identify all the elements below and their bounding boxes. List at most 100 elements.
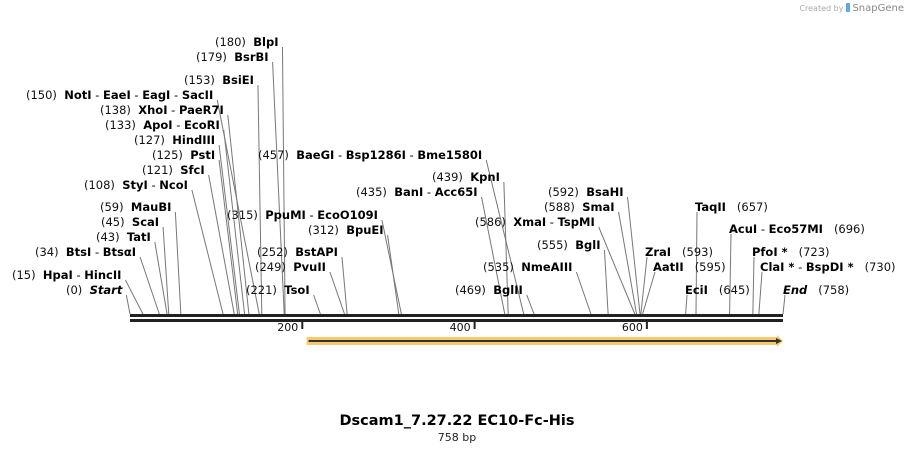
enzyme-name[interactable]: EcoRI — [184, 118, 220, 132]
enzyme-label[interactable]: (121) SfcI — [142, 163, 205, 177]
enzyme-name[interactable]: NmeAIII — [521, 260, 573, 274]
enzyme-name[interactable]: HindIII — [172, 133, 216, 147]
enzyme-name[interactable]: PvuII — [293, 260, 326, 274]
enzyme-name[interactable]: BsaHI — [586, 185, 624, 199]
enzyme-label[interactable]: (125) PstI — [152, 148, 215, 162]
enzyme-name[interactable]: BtsαI — [102, 245, 137, 259]
enzyme-label[interactable]: End (758) — [783, 283, 849, 297]
enzyme-name[interactable]: SacII — [181, 88, 214, 102]
enzyme-name[interactable]: BstAPI — [295, 245, 338, 259]
enzyme-names: BsaHI — [586, 185, 623, 199]
enzyme-name[interactable]: Start — [89, 283, 123, 297]
enzyme-name[interactable]: Bme1580I — [417, 148, 483, 162]
enzyme-label[interactable]: (133) ApoI - EcoRI — [105, 118, 220, 132]
enzyme-name[interactable]: PaeR7I — [178, 103, 224, 117]
enzyme-name[interactable]: EcoO109I — [317, 208, 378, 222]
enzyme-label[interactable]: (43) TatI — [96, 230, 151, 244]
connector-line — [387, 234, 400, 315]
enzyme-label[interactable]: (138) XhoI - PaeR7I — [100, 103, 224, 117]
enzyme-name[interactable]: EciI — [685, 283, 708, 297]
enzyme-name[interactable]: BanI — [394, 185, 424, 199]
enzyme-name[interactable]: NcoI — [159, 178, 188, 192]
enzyme-name[interactable]: NotI — [64, 88, 92, 102]
enzyme-name[interactable]: BaeGI — [296, 148, 335, 162]
enzyme-label[interactable]: EciI (645) — [685, 283, 750, 297]
enzyme-name[interactable]: ClaI * — [760, 260, 795, 274]
enzyme-name[interactable]: TatI — [126, 230, 151, 244]
enzyme-label[interactable]: (586) XmaI - TspMI — [475, 215, 595, 229]
enzyme-label[interactable]: (469) BglII — [455, 283, 523, 297]
enzyme-name[interactable]: EaeI — [103, 88, 131, 102]
enzyme-name[interactable]: PpuMI — [265, 208, 306, 222]
enzyme-label[interactable]: (249) PvuII — [255, 260, 326, 274]
enzyme-name[interactable]: ZraI — [645, 245, 672, 259]
enzyme-name[interactable]: TaqII — [695, 200, 726, 214]
enzyme-name[interactable]: BpuEI — [346, 223, 384, 237]
enzyme-label[interactable]: (592) BsaHI — [548, 185, 624, 199]
enzyme-names: BtsI - BtsαI — [66, 245, 136, 259]
enzyme-label[interactable]: (150) NotI - EaeI - EagI - SacII — [26, 88, 213, 102]
enzyme-name[interactable]: BglI — [575, 238, 601, 252]
enzyme-name[interactable]: Bsp1286I — [345, 148, 406, 162]
enzyme-label[interactable]: ClaI * - BspDI * (730) — [760, 260, 896, 274]
enzyme-label[interactable]: TaqII (657) — [695, 200, 768, 214]
enzyme-name[interactable]: MauBI — [130, 200, 172, 214]
enzyme-label[interactable]: (535) NmeAIII — [483, 260, 572, 274]
enzyme-name[interactable]: BsiEI — [222, 73, 254, 87]
enzyme-names: HpaI - HincII — [43, 268, 122, 282]
enzyme-label[interactable]: (221) TsoI — [246, 283, 310, 297]
enzyme-label[interactable]: PfoI * (723) — [752, 245, 830, 259]
enzyme-name[interactable]: HincII — [84, 268, 122, 282]
enzyme-name[interactable]: HpaI — [42, 268, 73, 282]
enzyme-label[interactable]: AatII (595) — [653, 260, 726, 274]
enzyme-name[interactable]: PstI — [190, 148, 216, 162]
enzyme-label[interactable]: (127) HindIII — [134, 133, 215, 147]
enzyme-name[interactable]: BtsI — [65, 245, 92, 259]
connector-line — [481, 196, 506, 315]
enzyme-name[interactable]: XmaI — [513, 215, 547, 229]
enzyme-name[interactable]: BlpI — [253, 35, 279, 49]
enzyme-label[interactable]: (315) PpuMI - EcoO109I — [227, 208, 378, 222]
enzyme-label[interactable]: (59) MauBI — [100, 200, 171, 214]
enzyme-label[interactable]: (108) StyI - NcoI — [84, 178, 188, 192]
enzyme-names: TaqII — [695, 200, 726, 214]
enzyme-name[interactable]: ScaI — [131, 215, 160, 229]
enzyme-name[interactable]: Acc65I — [434, 185, 478, 199]
enzyme-label[interactable]: (179) BsrBI — [196, 50, 269, 64]
enzyme-name[interactable]: AatII — [653, 260, 684, 274]
enzyme-name[interactable]: SfcI — [180, 163, 205, 177]
enzyme-name[interactable]: BsrBI — [234, 50, 269, 64]
enzyme-name[interactable]: EagI — [142, 88, 171, 102]
enzyme-label[interactable]: (15) HpaI - HincII — [12, 268, 121, 282]
enzyme-label[interactable]: (555) BglI — [537, 238, 600, 252]
enzyme-name[interactable]: BspDI * — [805, 260, 854, 274]
enzyme-label[interactable]: (34) BtsI - BtsαI — [35, 245, 136, 259]
enzyme-name[interactable]: AcuI — [729, 222, 758, 236]
enzyme-label[interactable]: (153) BsiEI — [184, 73, 254, 87]
enzyme-label[interactable]: (588) SmaI — [544, 200, 615, 214]
enzyme-label[interactable]: (45) ScaI — [101, 215, 159, 229]
enzyme-name[interactable]: StyI — [122, 178, 148, 192]
enzyme-name[interactable]: TspMI — [557, 215, 595, 229]
enzyme-label[interactable]: (439) KpnI — [432, 170, 500, 184]
enzyme-name[interactable]: BglII — [493, 283, 523, 297]
enzyme-name[interactable]: ApoI — [143, 118, 173, 132]
enzyme-name[interactable]: TsoI — [284, 283, 310, 297]
enzyme-label[interactable]: AcuI - Eco57MI (696) — [729, 222, 865, 236]
enzyme-label[interactable]: (180) BlpI — [215, 35, 278, 49]
enzyme-label[interactable]: ZraI (593) — [645, 245, 713, 259]
enzyme-label[interactable]: (435) BanI - Acc65I — [356, 185, 478, 199]
enzyme-name[interactable]: SmaI — [582, 200, 615, 214]
enzyme-name[interactable]: KpnI — [470, 170, 500, 184]
enzyme-name[interactable]: XhoI — [138, 103, 168, 117]
enzyme-names: XmaI - TspMI — [513, 215, 594, 229]
enzyme-names: BaeGI - Bsp1286I - Bme1580I — [296, 148, 482, 162]
enzyme-label[interactable]: (252) BstAPI — [257, 245, 338, 259]
enzyme-name[interactable]: PfoI * — [752, 245, 788, 259]
enzyme-name[interactable]: Eco57MI — [768, 222, 823, 236]
separator: - — [305, 208, 318, 222]
enzyme-name[interactable]: End — [783, 283, 808, 297]
enzyme-label[interactable]: (457) BaeGI - Bsp1286I - Bme1580I — [258, 148, 482, 162]
enzyme-label[interactable]: (0) Start — [66, 283, 122, 297]
enzyme-label[interactable]: (312) BpuEI — [308, 223, 384, 237]
